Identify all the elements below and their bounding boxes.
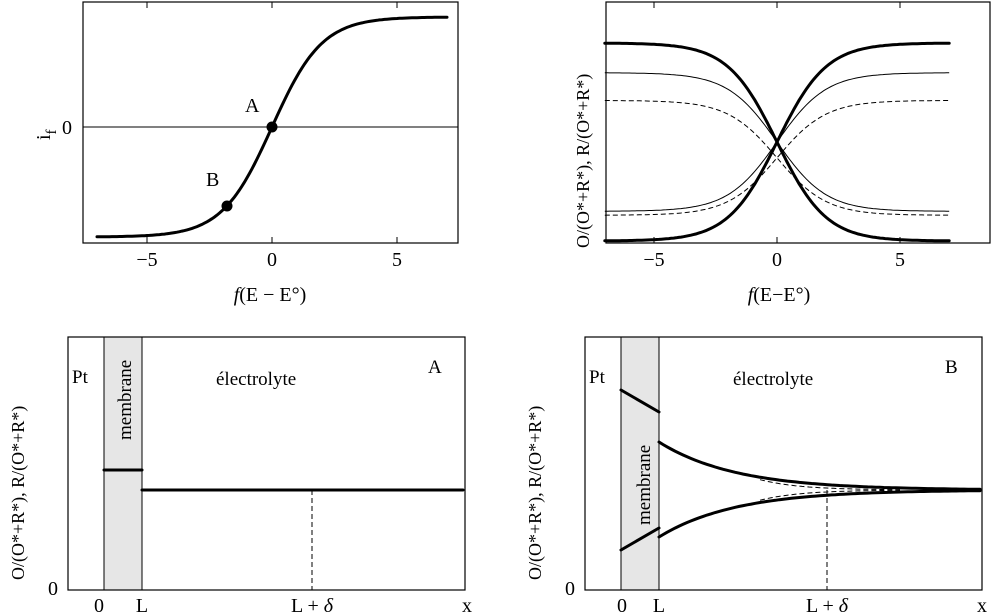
- series-line-4: [604, 72, 950, 212]
- x-tick-label-l-plus: L +: [806, 595, 839, 615]
- x-tick-label-x: x: [462, 595, 472, 615]
- membrane-label: membrane: [634, 445, 655, 525]
- point-b: [221, 200, 233, 212]
- x-axis-label-rest: (E−E°): [753, 284, 810, 306]
- x-axis-label-f: f: [748, 284, 756, 306]
- x-tick-label-1: 0: [267, 249, 277, 271]
- y-axis-label: O/(O*+R*), R/(O*+R*): [525, 406, 546, 580]
- y-axis-label: O/(O*+R*), R/(O*+R*): [8, 406, 29, 580]
- series-line-5: [604, 100, 950, 216]
- plot-frame: [584, 336, 983, 591]
- x-tick-label-l-delta: L + δ: [291, 595, 334, 615]
- pt-label: Pt: [589, 367, 606, 388]
- y-axis-label-main: i: [33, 134, 55, 140]
- x-tick-label-l: L: [653, 595, 665, 615]
- x-tick-label-l-plus: L +: [291, 595, 324, 615]
- x-tick-label-2: 5: [895, 249, 905, 271]
- x-axis-label-f: f: [234, 284, 242, 306]
- x-tick-label-2: 5: [392, 249, 402, 271]
- x-tick-label-delta: δ: [324, 595, 334, 615]
- panel-profile-b: Pt membrane électrolyte B O/(O*+R*), R/(…: [525, 336, 987, 615]
- x-tick-label-0: 0: [94, 595, 104, 615]
- electrolyte-label: électrolyte: [733, 369, 813, 390]
- x-axis-label: f(E−E°): [748, 284, 811, 306]
- x-tick-label-0: 0: [617, 595, 627, 615]
- point-a-label: A: [245, 95, 260, 117]
- electrolyte-upper-profile: [657, 440, 982, 491]
- membrane-region: [104, 337, 142, 590]
- membrane-lower-line: [619, 526, 661, 552]
- membrane-upper-line: [619, 388, 661, 414]
- y-axis-label: if: [33, 129, 60, 140]
- x-tick-label-0: −5: [643, 249, 664, 271]
- membrane-label: membrane: [115, 360, 136, 440]
- plot-frame: [605, 1, 991, 244]
- x-tick-label-l-delta: L + δ: [806, 595, 849, 615]
- electrolyte-lower-profile: [657, 489, 982, 539]
- series-line-6: [604, 100, 950, 216]
- x-axis-label-rest: (E − E°): [239, 284, 306, 306]
- x-axis-label: f(E − E°): [234, 284, 307, 306]
- panel-letter: B: [945, 357, 958, 378]
- x-tick-label-l: L: [136, 595, 148, 615]
- panel-profile-a: Pt membrane électrolyte A O/(O*+R*), R/(…: [8, 336, 472, 615]
- panel-if-curve: −5 0 5 0 if f(E − E°) A B: [33, 1, 459, 306]
- y-tick-label-0: 0: [62, 117, 72, 139]
- x-tick-label-x: x: [977, 595, 987, 615]
- pt-label: Pt: [72, 367, 89, 388]
- x-tick-label-delta: δ: [839, 595, 849, 615]
- plot-frame: [67, 336, 466, 591]
- x-tick-label-1: 0: [772, 249, 782, 271]
- point-a: [266, 121, 278, 133]
- x-tick-label-0: −5: [136, 249, 157, 271]
- point-b-label: B: [206, 169, 219, 191]
- electrolyte-label: électrolyte: [216, 369, 296, 390]
- y-axis-label-sub: f: [44, 129, 60, 134]
- y-tick-label-0: 0: [565, 578, 575, 600]
- y-axis-label: O/(O*+R*), R/(O*+R*): [573, 74, 594, 248]
- panel-letter: A: [428, 357, 442, 378]
- panel-concentration-vs-potential: −5 0 5 O/(O*+R*), R/(O*+R*) f(E−E°): [573, 1, 991, 306]
- plot-frame: [82, 1, 459, 244]
- y-tick-label-0: 0: [48, 578, 58, 600]
